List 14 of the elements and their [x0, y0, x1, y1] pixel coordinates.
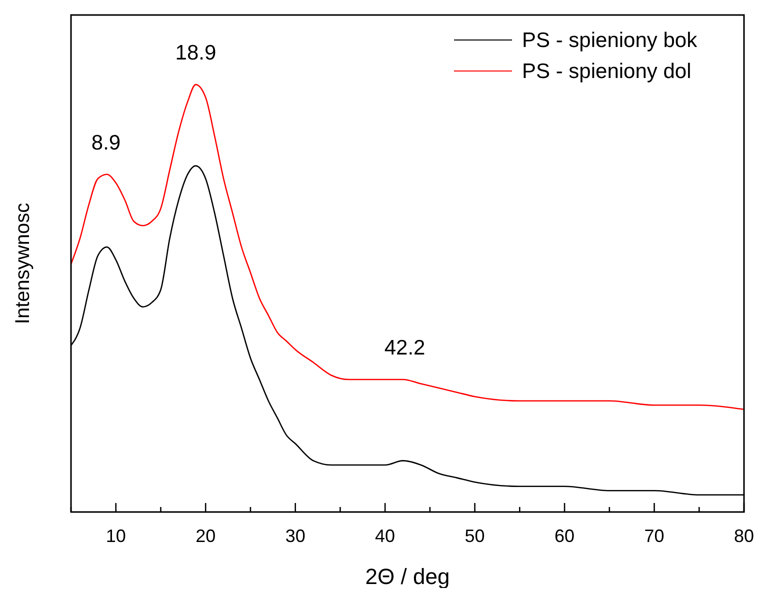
x-tick-label: 40: [375, 526, 396, 546]
annotation: 18.9: [175, 42, 216, 65]
x-tick-label: 20: [196, 526, 216, 546]
x-tick-label: 50: [464, 526, 485, 546]
x-tick-label: 10: [106, 526, 126, 546]
legend-label: PS - spieniony dol: [522, 60, 692, 83]
x-tick-label: 30: [285, 526, 306, 546]
annotation: 42.2: [384, 336, 426, 360]
annotation: 8.9: [91, 131, 121, 154]
y-axis-title: Intensywnosc: [12, 202, 34, 324]
x-tick-label: 80: [734, 526, 754, 546]
legend-label: PS - spieniony bok: [522, 29, 698, 52]
x-tick-label: 60: [554, 526, 575, 546]
x-tick-label: 70: [644, 526, 664, 546]
